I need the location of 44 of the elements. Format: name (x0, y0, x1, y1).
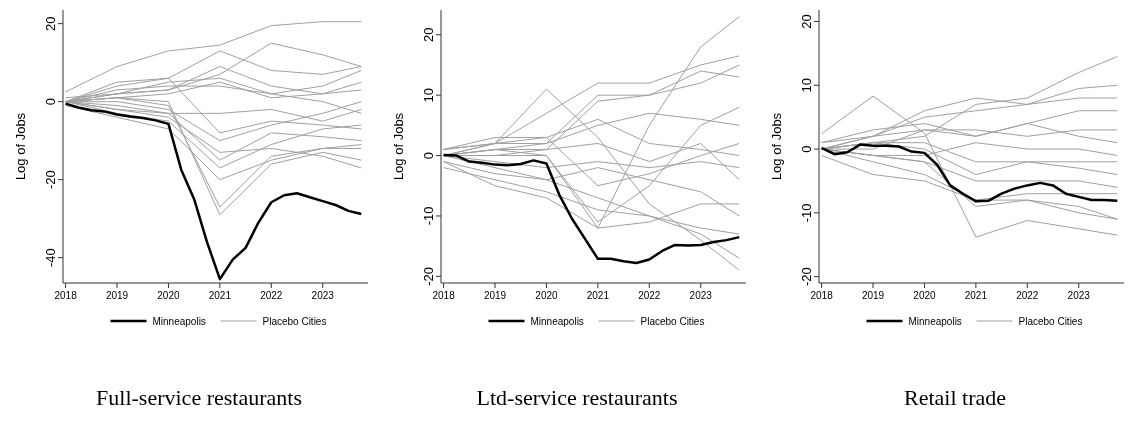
y-tick-label: 0 (799, 145, 814, 153)
text: Retail trade (903, 385, 1007, 410)
y-tick-label: -10 (799, 203, 814, 223)
legend-label: Placebo Cities (640, 315, 705, 327)
x-tick-label: 2021 (586, 290, 610, 301)
x-tick-label: 2023 (1067, 290, 1091, 301)
legend-label: Minneapolis (152, 315, 206, 327)
x-tick-label: 2023 (689, 290, 713, 301)
legend-label: Minneapolis (530, 315, 584, 327)
y-tick-label: 20 (421, 27, 436, 42)
x-tick-label: 2023 (311, 290, 335, 301)
y-tick-label: 20 (799, 14, 814, 29)
legend-label: Minneapolis (908, 315, 962, 327)
y-axis-title: Log of Jobs (769, 112, 784, 181)
x-tick-label: 2019 (483, 290, 507, 301)
x-tick-label: 2022 (260, 290, 283, 301)
x-tick-label: 2020 (157, 290, 180, 301)
x-tick-label: 2020 (535, 290, 558, 301)
y-axis-title: Log of Jobs (391, 112, 406, 181)
x-tick-label: 2021 (208, 290, 232, 301)
x-tick-label: 2018 (54, 290, 78, 301)
y-axis-title: Log of Jobs (13, 112, 28, 181)
x-tick-label: 2019 (105, 290, 129, 301)
y-tick-label: -20 (421, 266, 436, 286)
text: Full-service restaurants (96, 385, 302, 410)
text: Ltd-service restaurants (476, 385, 678, 410)
legend-label: Placebo Cities (1018, 315, 1083, 327)
y-tick-label: 10 (421, 87, 436, 103)
y-tick-label: 10 (799, 78, 814, 93)
x-tick-label: 2022 (638, 290, 661, 301)
x-tick-label: 2018 (810, 290, 834, 301)
y-tick-label: 20 (43, 16, 58, 31)
y-tick-label: -10 (421, 206, 436, 226)
y-tick-label: 0 (43, 98, 58, 106)
x-tick-label: 2018 (432, 290, 456, 301)
x-tick-label: 2022 (1016, 290, 1039, 301)
x-tick-label: 2019 (861, 290, 885, 301)
x-tick-label: 2020 (913, 290, 936, 301)
y-tick-label: -40 (43, 248, 58, 268)
x-tick-label: 2021 (964, 290, 988, 301)
y-tick-label: -20 (799, 267, 814, 287)
legend-label: Placebo Cities (262, 315, 327, 327)
y-tick-label: 0 (421, 151, 436, 160)
y-tick-label: -20 (43, 170, 58, 190)
